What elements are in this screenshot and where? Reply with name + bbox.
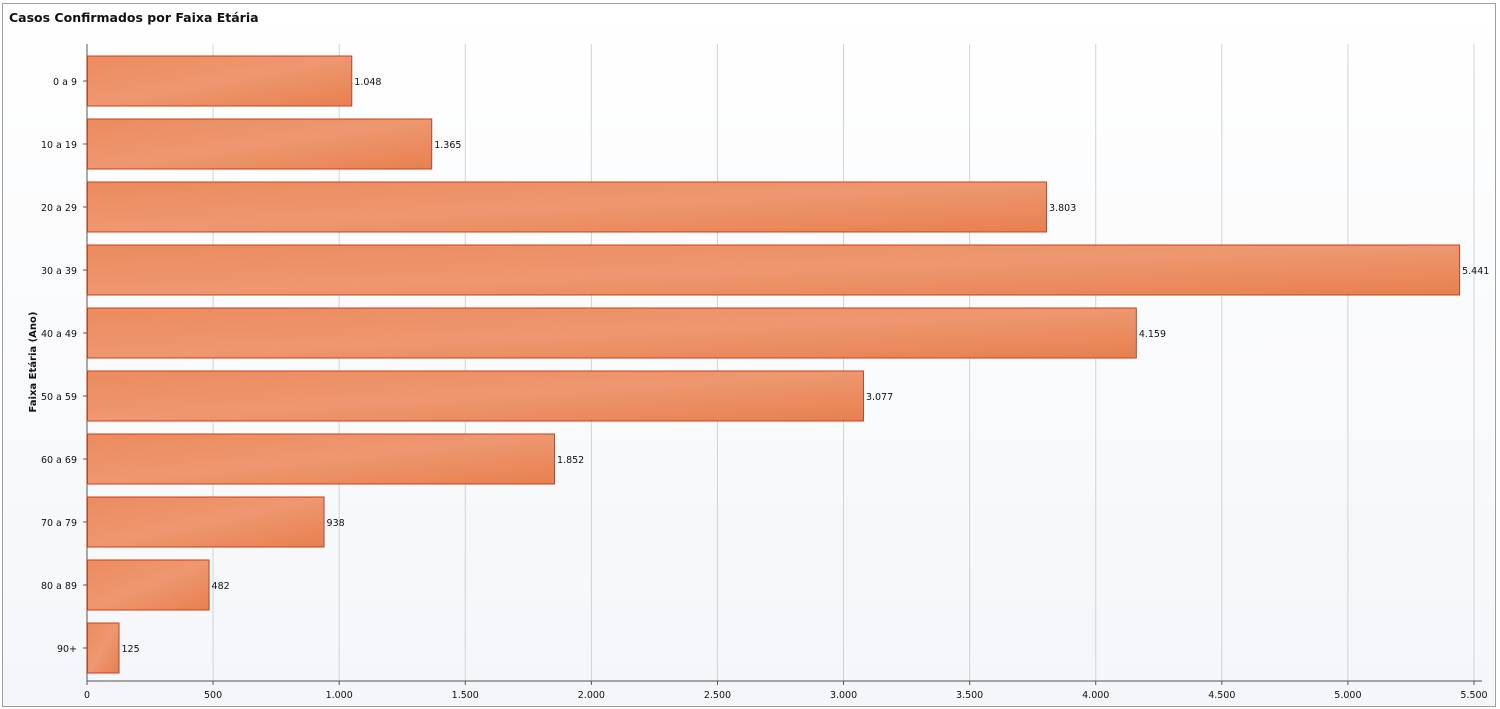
bar[interactable] xyxy=(87,181,1048,233)
bar-value-label: 1.048 xyxy=(354,77,381,88)
x-tick-labels: 0 500 1.000 1.500 2.000 2.500 3.000 3.500 4.000 4… xyxy=(84,690,1488,701)
category-label: 70 a 79 xyxy=(41,518,77,529)
category-labels: 0 a 9 10 a 19 20 a 29 30 a 39 40 a 49 50 a 59… xyxy=(41,77,77,655)
bar[interactable] xyxy=(87,433,556,485)
bar-value-label: 938 xyxy=(327,518,345,529)
bars xyxy=(87,55,1461,674)
category-label: 60 a 69 xyxy=(41,455,77,466)
chart-panel: Casos Confirmados por Faixa Etária 1.048… xyxy=(2,3,1496,707)
category-label: 40 a 49 xyxy=(41,329,77,340)
x-tick-label: 1.500 xyxy=(452,690,479,701)
bar-value-label: 1.852 xyxy=(557,455,584,466)
bar[interactable] xyxy=(87,55,353,107)
bar-value-label: 4.159 xyxy=(1139,329,1166,340)
bar-value-label: 3.077 xyxy=(866,392,893,403)
bar-value-label: 1.365 xyxy=(434,140,461,151)
value-labels: 1.048 1.365 3.803 5.441 4.159 3.077 1.852 938 48… xyxy=(122,77,1490,655)
x-tick-label: 4.500 xyxy=(1208,690,1235,701)
category-label: 30 a 39 xyxy=(41,266,77,277)
x-tick-label: 1.000 xyxy=(326,690,353,701)
grid-lines xyxy=(83,44,1482,685)
bar[interactable] xyxy=(87,622,120,674)
bar-value-label: 482 xyxy=(212,581,230,592)
category-label: 20 a 29 xyxy=(41,203,77,214)
x-tick-label: 4.000 xyxy=(1082,690,1109,701)
bar-value-label: 125 xyxy=(122,644,140,655)
bar[interactable] xyxy=(87,496,325,548)
bar[interactable] xyxy=(87,244,1461,296)
category-label: 10 a 19 xyxy=(41,140,77,151)
y-axis-label: Faixa Etária (Ano) xyxy=(27,312,39,413)
bar[interactable] xyxy=(87,307,1137,359)
category-label: 0 a 9 xyxy=(53,77,77,88)
bar[interactable] xyxy=(87,559,210,611)
bar[interactable] xyxy=(87,370,864,422)
bar-value-label: 3.803 xyxy=(1049,203,1076,214)
chart-title: Casos Confirmados por Faixa Etária xyxy=(9,10,259,25)
x-tick-label: 2.000 xyxy=(578,690,605,701)
x-tick-label: 0 xyxy=(84,690,90,701)
category-label: 90+ xyxy=(57,644,77,655)
category-label: 50 a 59 xyxy=(41,392,77,403)
x-tick-label: 2.500 xyxy=(704,690,731,701)
x-tick-label: 5.500 xyxy=(1460,690,1487,701)
bar-chart: 1.048 1.365 3.803 5.441 4.159 3.077 1.852 938 48… xyxy=(27,44,1490,701)
x-tick-label: 3.000 xyxy=(830,690,857,701)
bar-value-label: 5.441 xyxy=(1462,266,1489,277)
x-tick-label: 500 xyxy=(204,690,222,701)
bar[interactable] xyxy=(87,118,433,170)
category-label: 80 a 89 xyxy=(41,581,77,592)
x-tick-label: 3.500 xyxy=(956,690,983,701)
x-tick-label: 5.000 xyxy=(1334,690,1361,701)
